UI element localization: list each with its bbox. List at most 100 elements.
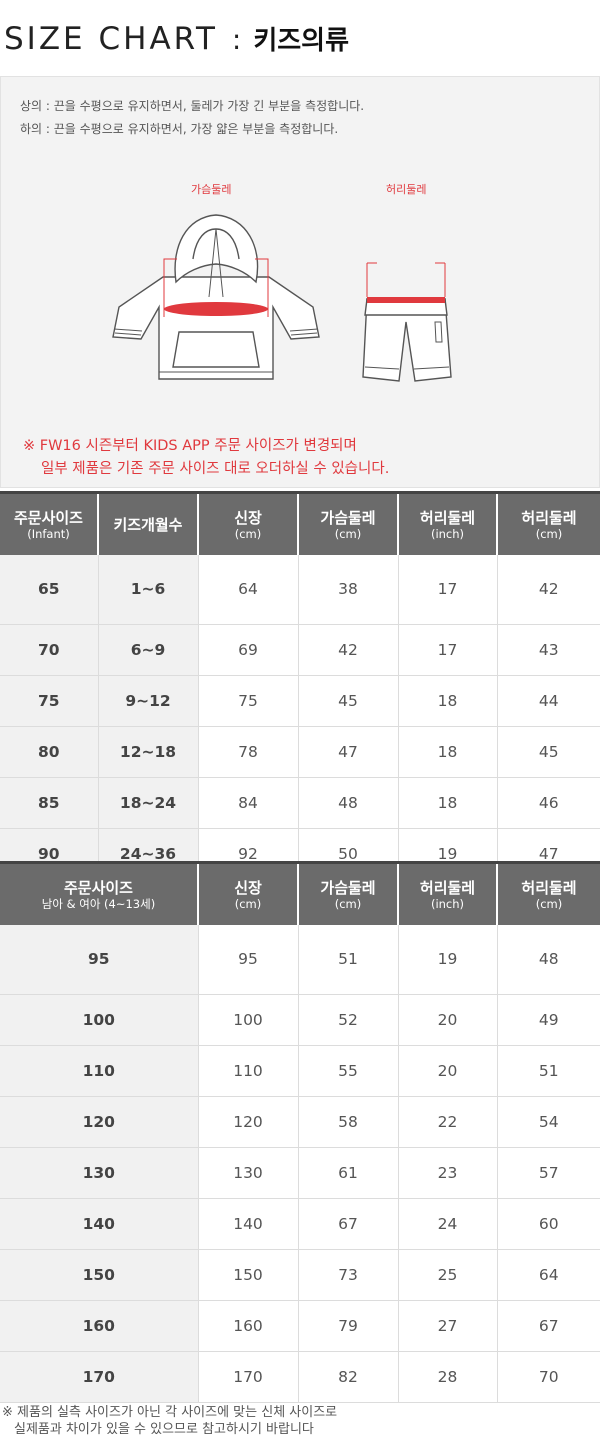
measure-cell: 47: [298, 726, 399, 778]
measure-cell: 70: [497, 1351, 600, 1403]
chest-measure-band: [164, 302, 268, 316]
table-header-row: 주문사이즈 (Infant) 키즈개월수 신장 (cm) 가슴둘레 (cm) 허리둘레…: [0, 494, 600, 555]
waist-measure-band: [367, 297, 445, 303]
table-row: 70 6~9 69 42 17 43: [0, 624, 600, 676]
pants-icon: [362, 298, 452, 382]
measure-cell: 49: [497, 994, 600, 1046]
header-cell: 키즈개월수: [98, 494, 199, 555]
header-cell: 가슴둘레 (cm): [298, 494, 399, 555]
header-cell: 주문사이즈 남아 & 여아 (4~13세): [0, 864, 199, 925]
measure-cell: 61: [298, 1147, 399, 1199]
measure-cell: 27: [398, 1300, 498, 1352]
kids-size-table: 주문사이즈 남아 & 여아 (4~13세) 신장 (cm) 가슴둘레 (cm) 허리둘…: [0, 864, 600, 1403]
measure-cell: 45: [298, 675, 399, 727]
header-cell: 가슴둘레 (cm): [298, 864, 399, 925]
table-row: 130 130 61 23 57: [0, 1147, 600, 1199]
header-cell: 허리둘레 (inch): [398, 494, 498, 555]
size-cell: 130: [0, 1147, 199, 1199]
measure-cell: 28: [398, 1351, 498, 1403]
measure-cell: 67: [298, 1198, 399, 1250]
measure-cell: 120: [198, 1096, 299, 1148]
divider: [0, 491, 600, 494]
measure-cell: 48: [497, 925, 600, 995]
size-cell: 170: [0, 1351, 199, 1403]
measure-cell: 20: [398, 1045, 498, 1097]
size-cell: 160: [0, 1300, 199, 1352]
measure-cell: 52: [298, 994, 399, 1046]
measure-cell: 48: [298, 777, 399, 829]
table-row: 100 100 52 20 49: [0, 994, 600, 1046]
divider: [0, 861, 600, 864]
measure-cell: 140: [198, 1198, 299, 1250]
table-row: 95 95 51 19 48: [0, 925, 600, 995]
table-row: 120 120 58 22 54: [0, 1096, 600, 1148]
measure-cell: 18: [398, 777, 498, 829]
size-cell: 140: [0, 1198, 199, 1250]
measure-cell: 17: [398, 555, 498, 625]
title-separator: :: [231, 23, 242, 56]
header-cell: 신장 (cm): [198, 494, 299, 555]
measure-cell: 45: [497, 726, 600, 778]
page-title: SIZE CHART : 키즈의류: [4, 20, 349, 70]
measure-cell: 43: [497, 624, 600, 676]
size-cell: 9~12: [98, 675, 199, 727]
measure-cell: 23: [398, 1147, 498, 1199]
measure-cell: 42: [298, 624, 399, 676]
table-row: 65 1~6 64 38 17 42: [0, 555, 600, 625]
table-row: 80 12~18 78 47 18 45: [0, 726, 600, 778]
bottom-measure-note: 하의 : 끈을 수평으로 유지하면서, 가장 얇은 부분을 측정합니다.: [20, 122, 339, 136]
measure-cell: 57: [497, 1147, 600, 1199]
waist-guide-lines: [366, 262, 446, 297]
title-korean: 키즈의류: [253, 26, 350, 56]
measure-cell: 69: [198, 624, 299, 676]
size-cell: 150: [0, 1249, 199, 1301]
size-cell: 85: [0, 777, 99, 829]
measure-cell: 75: [198, 675, 299, 727]
waist-label: 허리둘레: [386, 183, 427, 196]
title-english: SIZE CHART: [4, 21, 218, 57]
measure-cell: 110: [198, 1045, 299, 1097]
table-row: 85 18~24 84 48 18 46: [0, 777, 600, 829]
table-row: 160 160 79 27 67: [0, 1300, 600, 1352]
measure-cell: 78: [198, 726, 299, 778]
measure-cell: 170: [198, 1351, 299, 1403]
measure-cell: 51: [298, 925, 399, 995]
measure-cell: 19: [398, 925, 498, 995]
table-row: 110 110 55 20 51: [0, 1045, 600, 1097]
measure-cell: 84: [198, 777, 299, 829]
measure-cell: 24: [398, 1198, 498, 1250]
measure-cell: 64: [497, 1249, 600, 1301]
size-cell: 80: [0, 726, 99, 778]
table-header-row: 주문사이즈 남아 & 여아 (4~13세) 신장 (cm) 가슴둘레 (cm) 허리둘…: [0, 864, 600, 925]
top-measure-note: 상의 : 끈을 수평으로 유지하면서, 둘레가 가장 긴 부분을 측정합니다.: [20, 99, 365, 113]
measure-cell: 46: [497, 777, 600, 829]
measure-cell: 18: [398, 726, 498, 778]
measure-cell: 100: [198, 994, 299, 1046]
measure-cell: 44: [497, 675, 600, 727]
measure-cell: 17: [398, 624, 498, 676]
size-cell: 12~18: [98, 726, 199, 778]
table-row: 140 140 67 24 60: [0, 1198, 600, 1250]
size-cell: 6~9: [98, 624, 199, 676]
header-cell: 허리둘레 (inch): [398, 864, 498, 925]
measure-cell: 38: [298, 555, 399, 625]
table-row: 75 9~12 75 45 18 44: [0, 675, 600, 727]
measure-cell: 67: [497, 1300, 600, 1352]
size-cell: 1~6: [98, 555, 199, 625]
measure-cell: 51: [497, 1045, 600, 1097]
size-cell: 70: [0, 624, 99, 676]
size-cell: 65: [0, 555, 99, 625]
measure-cell: 22: [398, 1096, 498, 1148]
footer-note-1: ※ 제품의 실측 사이즈가 아닌 각 사이즈에 맞는 신체 사이즈로: [2, 1405, 338, 1420]
measure-cell: 82: [298, 1351, 399, 1403]
measure-cell: 95: [198, 925, 299, 995]
header-cell: 신장 (cm): [198, 864, 299, 925]
header-cell: 허리둘레 (cm): [497, 494, 600, 555]
measure-cell: 64: [198, 555, 299, 625]
measure-cell: 60: [497, 1198, 600, 1250]
measure-cell: 73: [298, 1249, 399, 1301]
measure-cell: 20: [398, 994, 498, 1046]
size-cell: 18~24: [98, 777, 199, 829]
measurement-guide: 상의 : 끈을 수평으로 유지하면서, 둘레가 가장 긴 부분을 측정합니다. …: [0, 76, 600, 488]
size-change-warning-1: ※ FW16 시즌부터 KIDS APP 주문 사이즈가 변경되며: [23, 438, 357, 454]
